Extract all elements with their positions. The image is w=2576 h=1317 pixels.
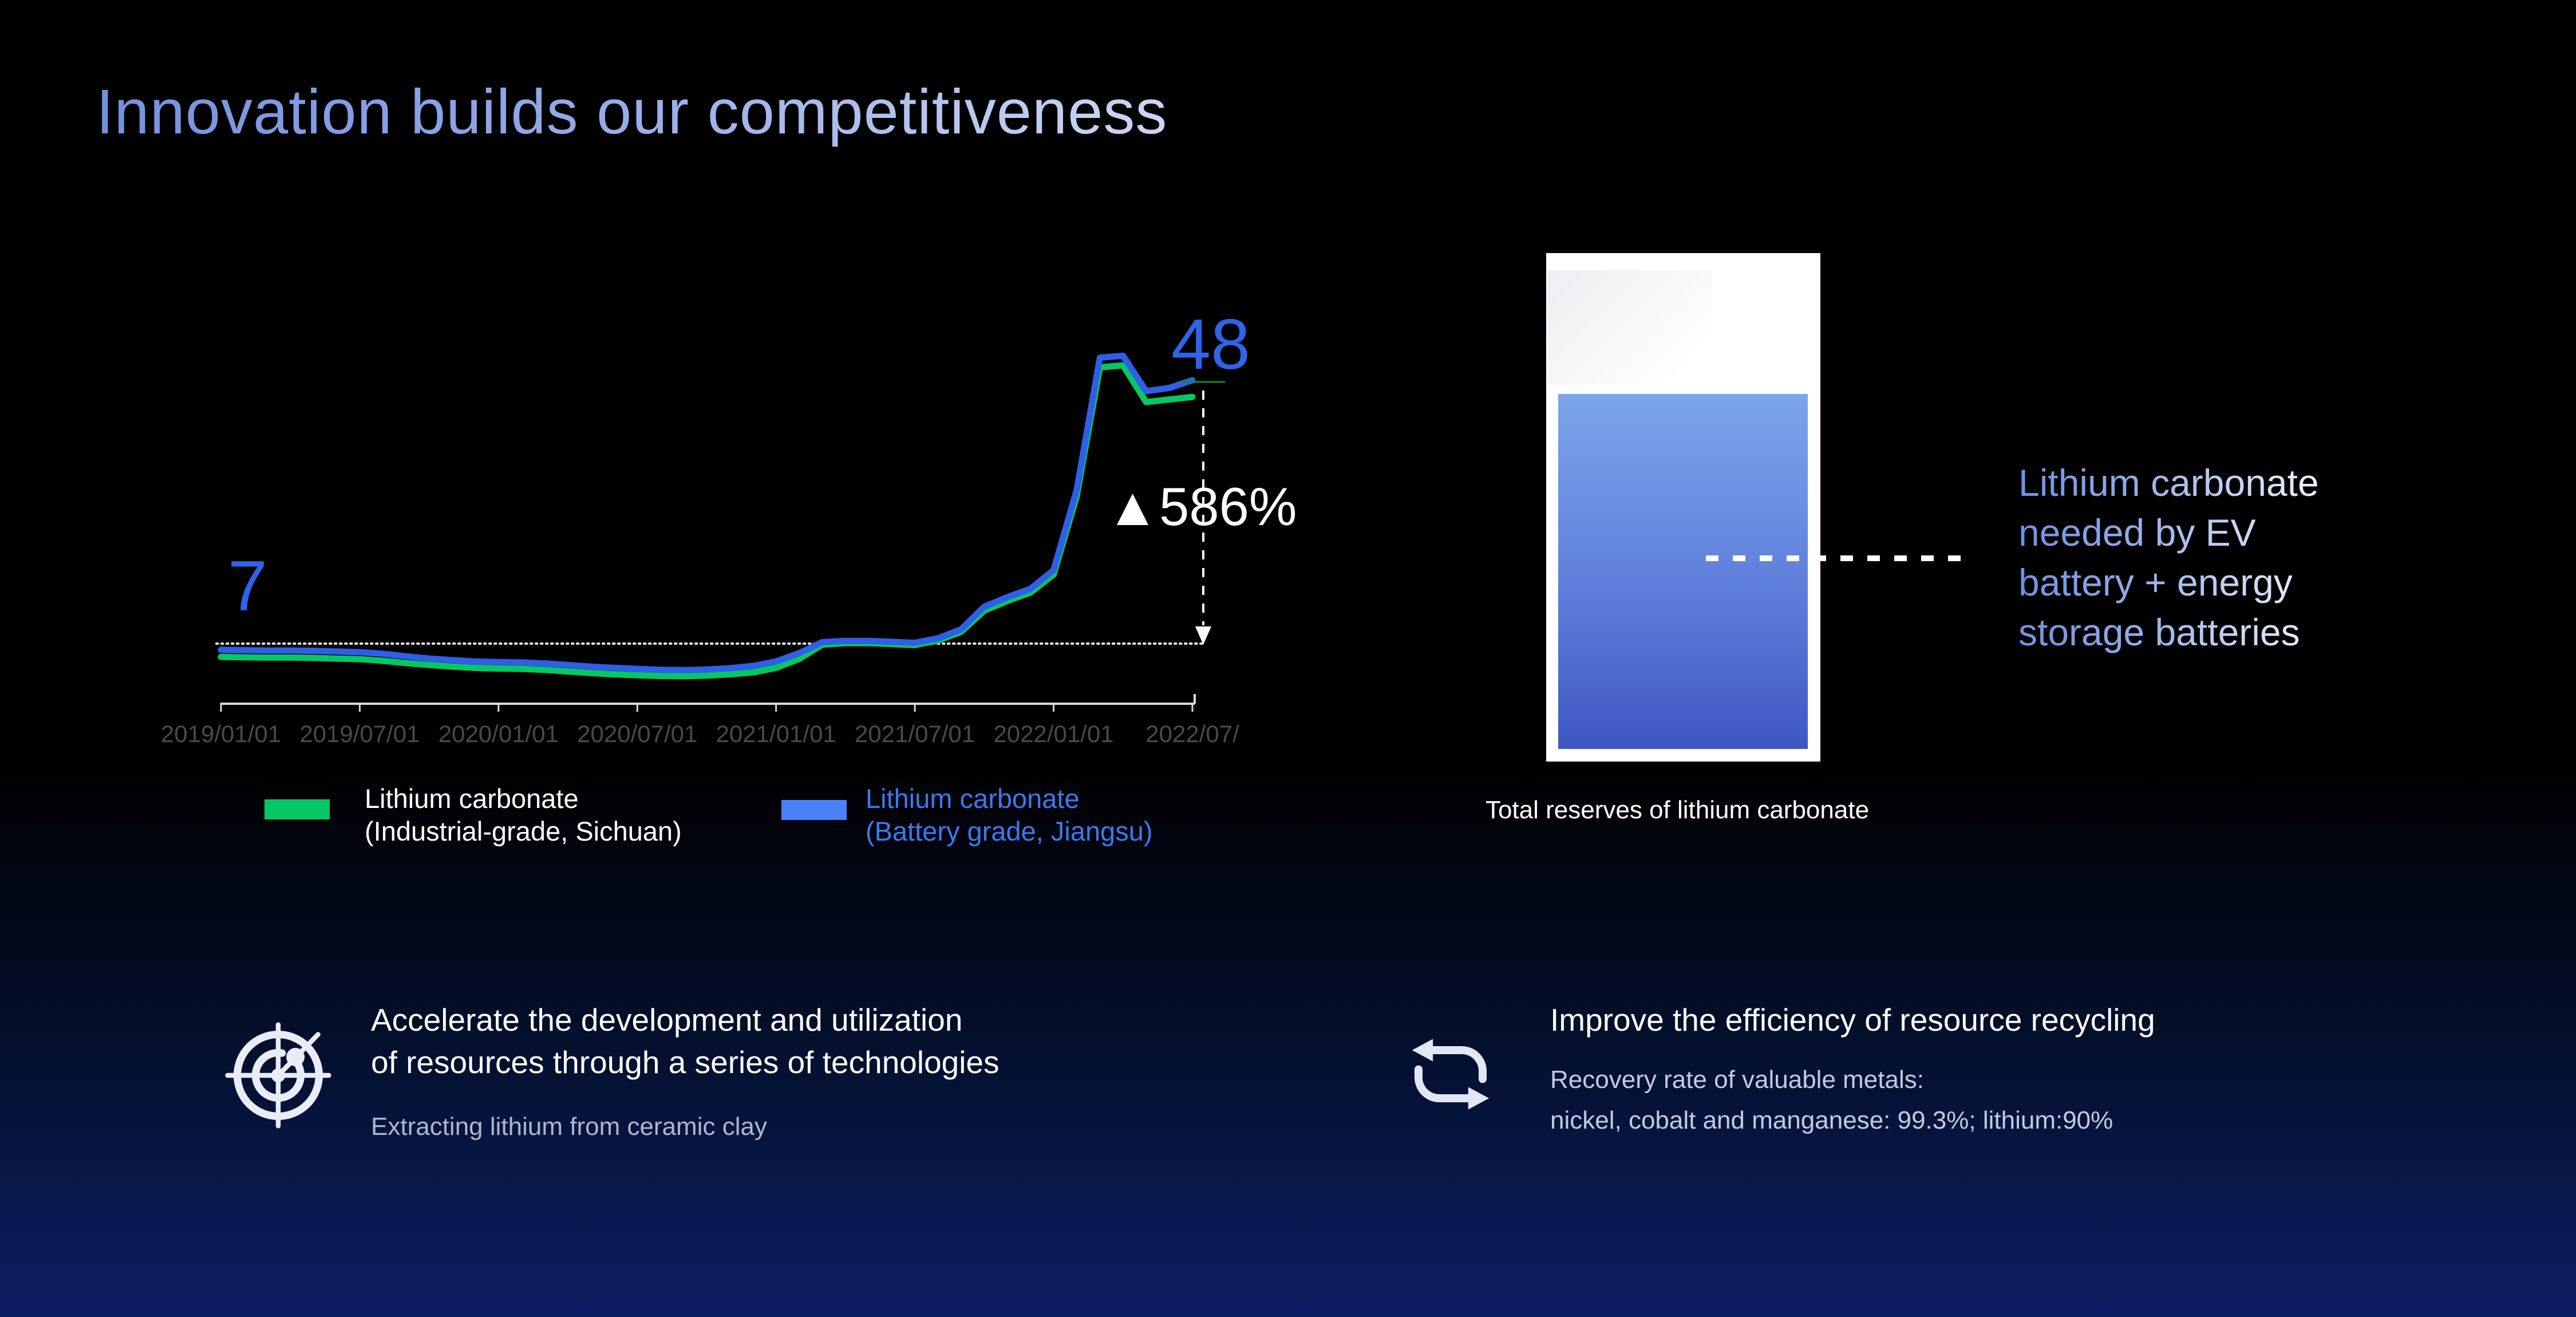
x-axis-tick-label: 2019/07/01 (299, 720, 420, 747)
series-line-1 (218, 352, 1196, 673)
end-value-callout: 48 (1171, 305, 1250, 384)
highlight-1-title: Accelerate the development and utilizati… (371, 1002, 999, 1080)
x-axis-tick-label: 2021/01/01 (716, 720, 836, 747)
x-axis-tick-label: 2019/01/01 (161, 720, 281, 747)
reserves-needed-label: Lithium carbonate needed by EV battery +… (2018, 458, 2319, 657)
start-value-callout: 7 (228, 547, 267, 626)
percent-change-callout: ▲586% (1106, 476, 1297, 537)
highlight-2-title: Improve the efficiency of resource recyc… (1550, 1002, 2155, 1038)
legend-swatch-battery (781, 800, 847, 820)
page-title: Innovation builds our competitiveness (96, 77, 1168, 147)
reserves-container-shading (1547, 270, 1712, 385)
x-axis-tick-label: 2020/01/01 (438, 720, 559, 747)
legend-label-battery: Lithium carbonate (Battery grade, Jiangs… (866, 783, 1153, 846)
series-line-0 (218, 362, 1196, 680)
reserves-caption: Total reserves of lithium carbonate (1485, 796, 1870, 824)
x-axis-ticks (220, 704, 1194, 712)
highlight-2-subtext: Recovery rate of valuable metals: nickel… (1550, 1066, 2113, 1134)
x-axis-tick-label: 2022/01/01 (993, 720, 1113, 747)
highlight-1-subtext: Extracting lithium from ceramic clay (371, 1113, 767, 1141)
x-axis-tick-label: 2020/07/01 (577, 720, 697, 747)
series-lines (218, 352, 1196, 680)
x-axis-tick-labels: 2019/01/01 2019/07/01 2020/01/01 2020/07/01… (161, 720, 1239, 747)
reserves-fill-bar (1558, 394, 1808, 749)
x-axis-tick-label: 2022/07/ (1145, 720, 1239, 747)
x-axis-tick-label: 2021/07/01 (855, 720, 975, 747)
recycle-icon (1412, 1039, 1490, 1110)
reserves-container (1546, 253, 1820, 762)
drop-arrowhead-icon (1195, 626, 1211, 645)
legend-swatch-industrial (264, 799, 330, 819)
reserves-dashed-connector (1706, 555, 1970, 561)
radar-icon (225, 1022, 331, 1129)
legend-label-industrial: Lithium carbonate (Industrial-grade, Sic… (365, 783, 682, 846)
